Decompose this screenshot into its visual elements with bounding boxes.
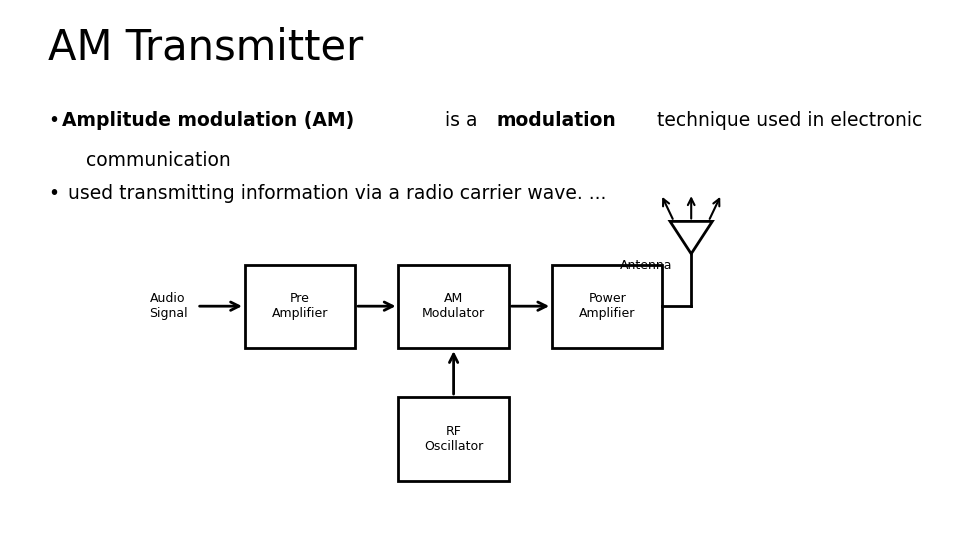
Text: •: •: [48, 111, 60, 130]
Bar: [245, 265, 355, 348]
Bar: [552, 265, 662, 348]
Text: communication: communication: [86, 151, 231, 170]
Text: is a: is a: [440, 111, 484, 130]
Text: RF
Oscillator: RF Oscillator: [424, 425, 483, 453]
Text: •: •: [48, 184, 60, 202]
Text: technique used in electronic: technique used in electronic: [652, 111, 923, 130]
Text: Antenna: Antenna: [619, 259, 672, 272]
Text: used transmitting information via a radio carrier wave. ...: used transmitting information via a radi…: [62, 184, 607, 202]
Text: modulation: modulation: [497, 111, 616, 130]
Text: Audio
Signal: Audio Signal: [149, 292, 187, 320]
Bar: [398, 265, 509, 348]
Text: Power
Amplifier: Power Amplifier: [579, 293, 636, 320]
Bar: [398, 397, 509, 481]
Text: Amplitude modulation (AM): Amplitude modulation (AM): [62, 111, 354, 130]
Text: AM
Modulator: AM Modulator: [422, 293, 485, 320]
Text: AM Transmitter: AM Transmitter: [48, 27, 363, 69]
Text: Pre
Amplifier: Pre Amplifier: [272, 293, 328, 320]
